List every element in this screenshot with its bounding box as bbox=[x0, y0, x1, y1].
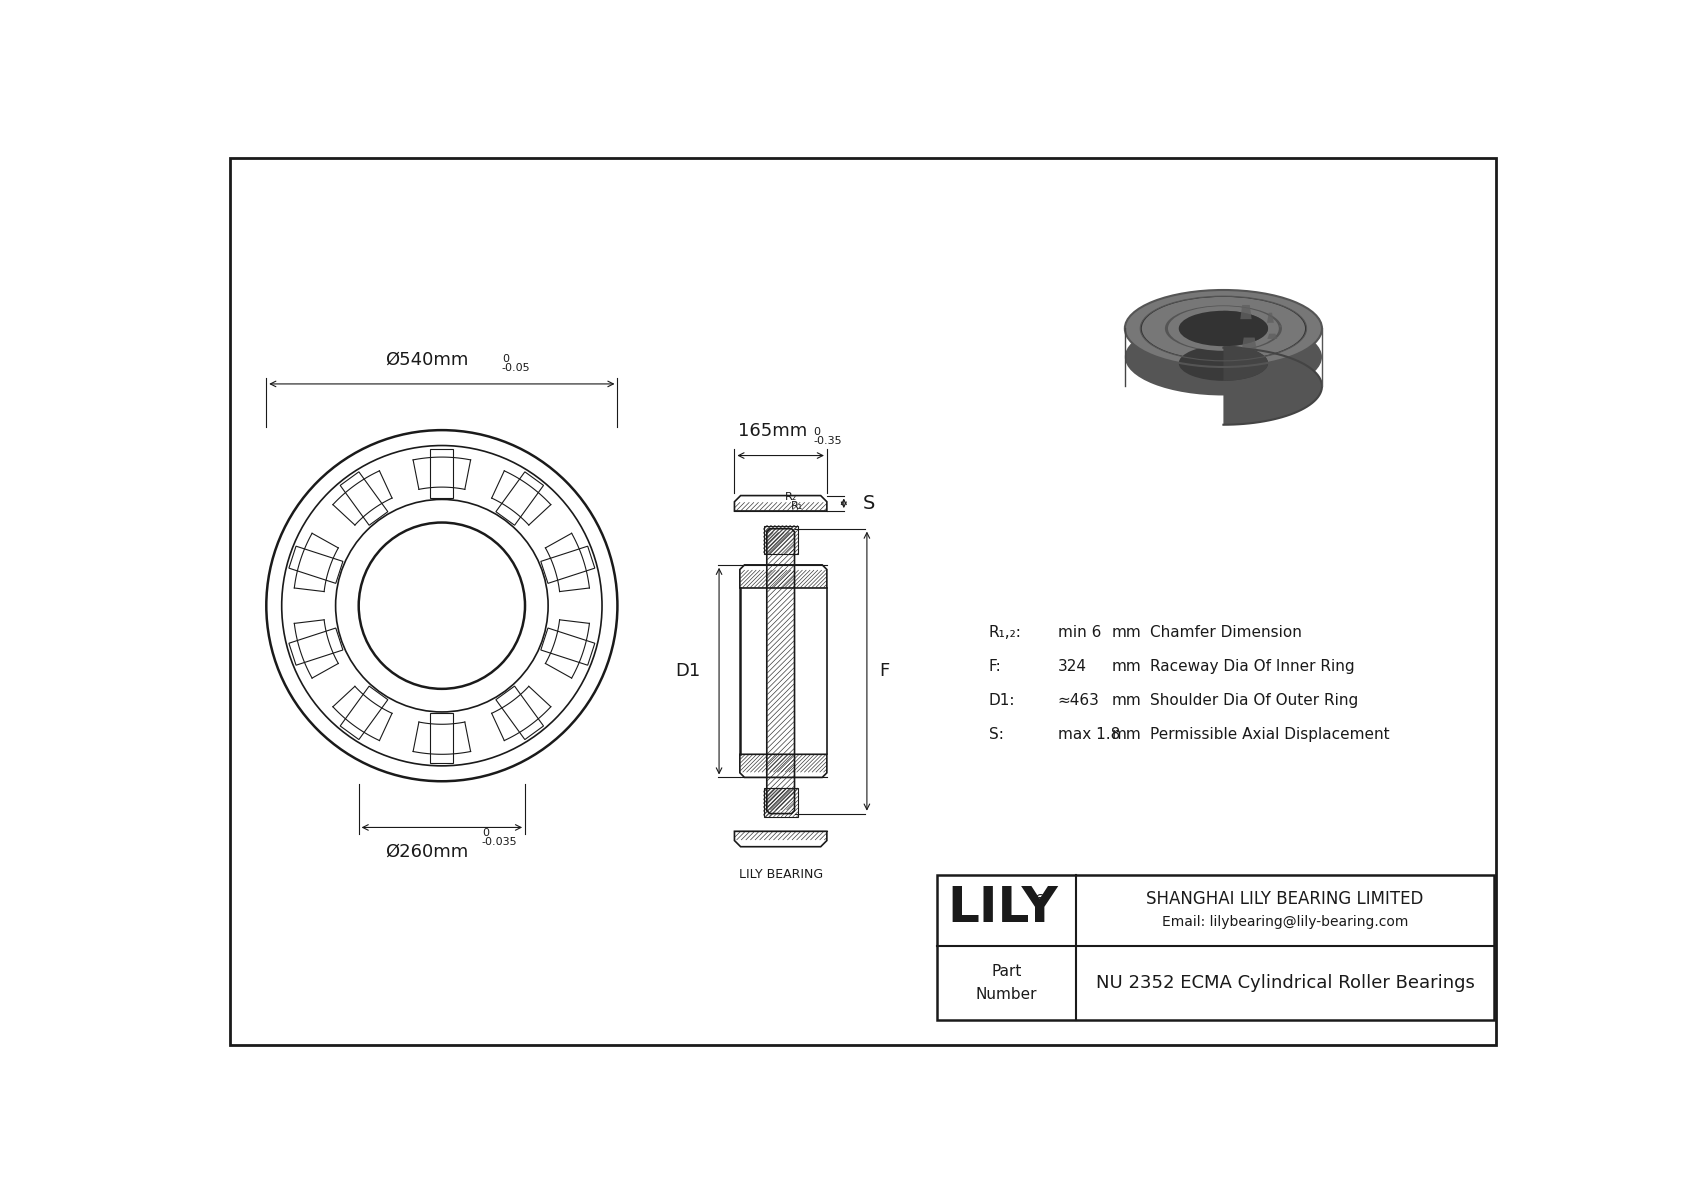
Text: -0.35: -0.35 bbox=[813, 436, 842, 445]
Text: ≈463: ≈463 bbox=[1058, 693, 1100, 707]
Text: Shoulder Dia Of Outer Ring: Shoulder Dia Of Outer Ring bbox=[1150, 693, 1359, 707]
Ellipse shape bbox=[1179, 311, 1268, 347]
Polygon shape bbox=[1241, 337, 1256, 349]
Text: F: F bbox=[879, 662, 889, 680]
Text: Ø540mm: Ø540mm bbox=[384, 350, 468, 368]
Bar bbox=[765, 525, 798, 554]
Text: 165mm: 165mm bbox=[738, 422, 808, 441]
Text: ®: ® bbox=[1034, 893, 1049, 909]
Text: Part
Number: Part Number bbox=[975, 965, 1037, 1002]
Text: Chamfer Dimension: Chamfer Dimension bbox=[1150, 625, 1302, 640]
Text: mm: mm bbox=[1111, 659, 1142, 674]
Text: D1:: D1: bbox=[989, 693, 1015, 707]
Text: D1: D1 bbox=[675, 662, 701, 680]
Text: LILY BEARING: LILY BEARING bbox=[739, 868, 823, 881]
Text: R₁,₂:: R₁,₂: bbox=[989, 625, 1022, 640]
Ellipse shape bbox=[1179, 345, 1268, 381]
Text: max 1.8: max 1.8 bbox=[1058, 727, 1120, 742]
Text: Email: lilybearing@lily-bearing.com: Email: lilybearing@lily-bearing.com bbox=[1162, 915, 1408, 929]
Text: mm: mm bbox=[1111, 625, 1142, 640]
Text: 0: 0 bbox=[482, 828, 488, 838]
Text: SHANGHAI LILY BEARING LIMITED: SHANGHAI LILY BEARING LIMITED bbox=[1147, 890, 1423, 908]
Text: Ø260mm: Ø260mm bbox=[386, 843, 468, 861]
Text: mm: mm bbox=[1111, 693, 1142, 707]
Text: 324: 324 bbox=[1058, 659, 1086, 674]
Polygon shape bbox=[1266, 313, 1273, 323]
Ellipse shape bbox=[1125, 289, 1322, 367]
Text: S: S bbox=[862, 494, 876, 513]
Text: 0: 0 bbox=[813, 428, 820, 437]
Polygon shape bbox=[1223, 311, 1268, 381]
Polygon shape bbox=[1241, 305, 1251, 319]
Text: R₁: R₁ bbox=[791, 501, 803, 511]
Bar bbox=[765, 788, 798, 817]
Text: -0.05: -0.05 bbox=[502, 363, 530, 373]
Text: Raceway Dia Of Inner Ring: Raceway Dia Of Inner Ring bbox=[1150, 659, 1356, 674]
Polygon shape bbox=[1268, 333, 1276, 339]
Text: LILY: LILY bbox=[948, 884, 1059, 931]
Text: F:: F: bbox=[989, 659, 1002, 674]
Ellipse shape bbox=[1142, 297, 1305, 360]
Polygon shape bbox=[1278, 325, 1282, 329]
Bar bbox=[936, 875, 1494, 1019]
Ellipse shape bbox=[1125, 318, 1322, 395]
Text: Permissible Axial Displacement: Permissible Axial Displacement bbox=[1150, 727, 1389, 742]
Text: R₂: R₂ bbox=[785, 492, 797, 503]
Ellipse shape bbox=[1165, 305, 1282, 351]
Text: NU 2352 ECMA Cylindrical Roller Bearings: NU 2352 ECMA Cylindrical Roller Bearings bbox=[1096, 974, 1475, 992]
Ellipse shape bbox=[1140, 297, 1307, 361]
Text: 0: 0 bbox=[502, 354, 509, 364]
Text: S:: S: bbox=[989, 727, 1004, 742]
Ellipse shape bbox=[1169, 306, 1278, 351]
Polygon shape bbox=[1223, 289, 1322, 425]
Text: min 6: min 6 bbox=[1058, 625, 1101, 640]
Text: mm: mm bbox=[1111, 727, 1142, 742]
Text: -0.035: -0.035 bbox=[482, 837, 517, 848]
